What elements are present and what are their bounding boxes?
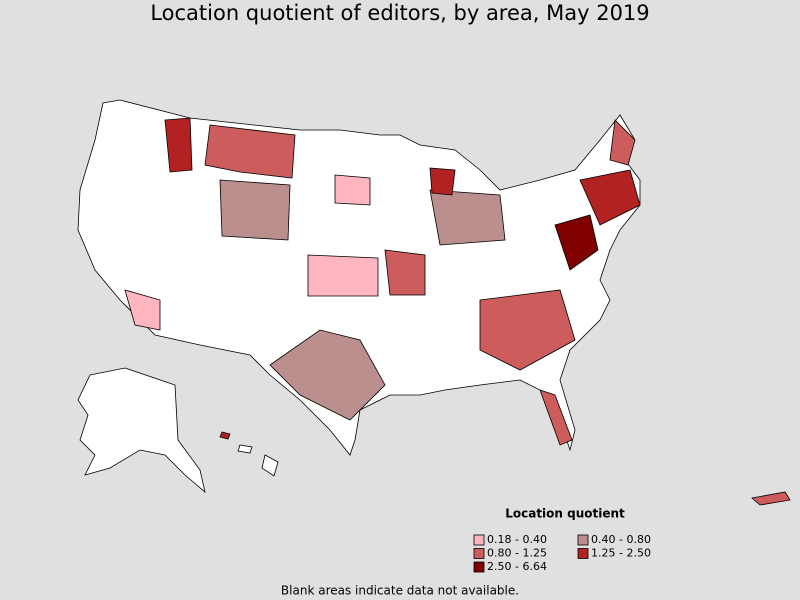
legend: 0.18 - 0.40 0.40 - 0.80 0.80 - 1.25 1.25 - … <box>473 533 651 573</box>
legend-swatch <box>473 534 485 546</box>
region-midwest <box>429 189 506 246</box>
hawaii <box>261 454 279 477</box>
region-mid-atlantic <box>554 214 599 271</box>
legend-swatch <box>577 534 589 546</box>
alaska <box>77 367 206 494</box>
footnote: Blank areas indicate data not available. <box>281 584 519 598</box>
region-maine <box>609 119 636 166</box>
legend-swatch <box>473 548 485 559</box>
hawaii-oahu <box>219 431 231 440</box>
legend-swatch <box>577 548 589 559</box>
map <box>77 99 791 506</box>
region-northeast <box>579 169 641 226</box>
region-wisconsin <box>429 167 456 196</box>
hawaii-islands <box>237 444 253 454</box>
region-wyoming <box>219 179 291 241</box>
region-southeast <box>479 289 576 371</box>
legend-title: Location quotient <box>505 507 625 521</box>
legend-label: 0.40 - 0.80 <box>591 533 651 546</box>
puerto-rico <box>751 491 791 506</box>
legend-label: 1.25 - 2.50 <box>591 547 651 560</box>
legend-swatch <box>473 561 485 573</box>
region-texas <box>269 329 386 421</box>
region-montana <box>204 124 296 179</box>
region-south-dakota <box>334 174 371 206</box>
legend-label: 0.80 - 1.25 <box>487 547 547 560</box>
legend-label: 0.18 - 0.40 <box>487 533 547 546</box>
map-title: Location quotient of editors, by area, M… <box>150 1 649 25</box>
region-missouri <box>384 249 426 296</box>
region-socal <box>124 289 161 331</box>
legend-label: 2.50 - 6.64 <box>487 560 547 573</box>
region-idaho <box>164 117 193 173</box>
region-kansas <box>307 254 379 297</box>
region-florida <box>539 389 573 446</box>
